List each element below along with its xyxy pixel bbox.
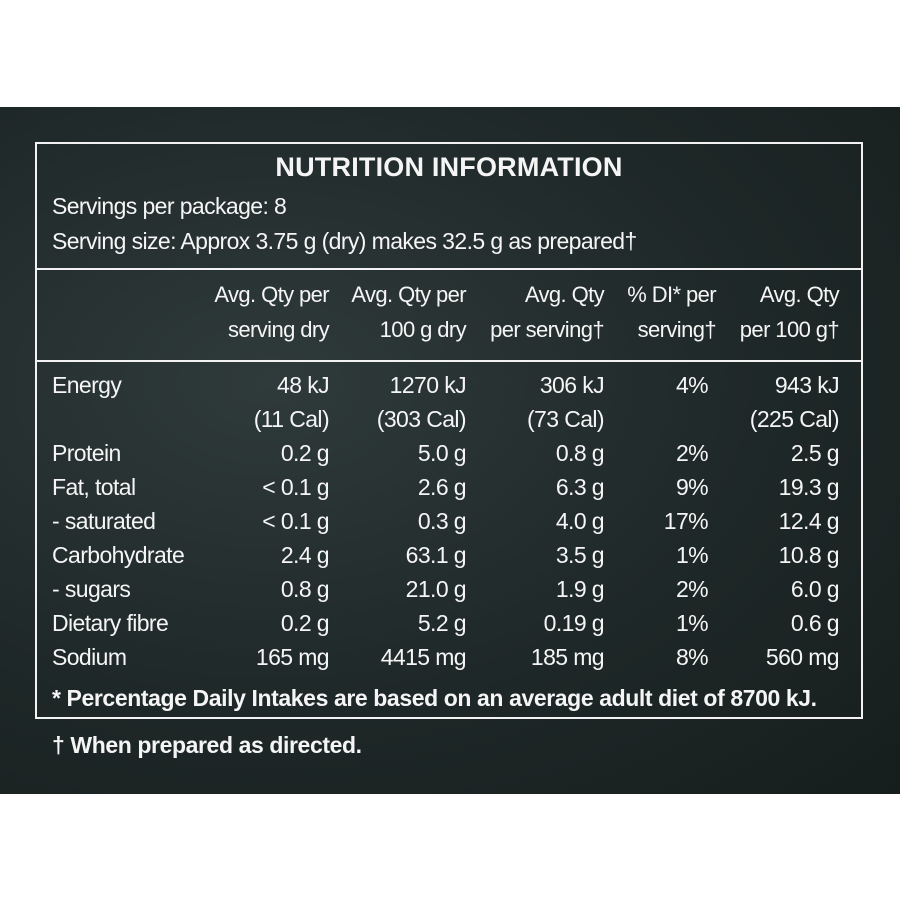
row-value-col-1: 2.4 g [280, 542, 330, 568]
row-value-col-4: 4% [675, 372, 709, 398]
header-col-1: Avg. Qty per serving dry [214, 277, 329, 347]
servings-per-package: Servings per package: 8 [52, 193, 287, 219]
header-col-3-line1: Avg. Qty [524, 282, 605, 307]
header-col-4: % DI* per serving† [627, 277, 716, 347]
header-col-2-line1: Avg. Qty per [351, 282, 466, 307]
row-value-col-3: 0.8 g [555, 440, 605, 466]
divider-header-bottom [37, 360, 861, 362]
header-col-2: Avg. Qty per 100 g dry [351, 277, 466, 347]
header-col-1-line1: Avg. Qty per [214, 282, 329, 307]
header-col-5-line1: Avg. Qty [759, 282, 840, 307]
row-label: Dietary fibre [52, 610, 169, 636]
row-value-col-2: (303 Cal) [376, 406, 467, 432]
serving-size: Serving size: Approx 3.75 g (dry) makes … [52, 228, 637, 254]
row-value-col-3: 1.9 g [555, 576, 605, 602]
header-col-5: Avg. Qty per 100 g† [739, 277, 840, 347]
row-label: Carbohydrate [52, 542, 185, 568]
table-title: NUTRITION INFORMATION [275, 152, 623, 182]
row-value-col-2: 63.1 g [405, 542, 467, 568]
row-value-col-2: 5.0 g [417, 440, 467, 466]
divider-header-top [37, 268, 861, 270]
header-col-3: Avg. Qty per serving† [490, 277, 604, 347]
row-value-col-5: 10.8 g [778, 542, 840, 568]
header-col-3-line2: per serving† [490, 317, 604, 342]
row-value-col-1: 0.2 g [280, 610, 330, 636]
row-value-col-3: (73 Cal) [526, 406, 605, 432]
row-value-col-1: 165 mg [255, 644, 330, 670]
nutrition-panel: NUTRITION INFORMATION Servings per packa… [0, 107, 900, 794]
row-value-col-3: 6.3 g [555, 474, 605, 500]
row-value-col-2: 2.6 g [417, 474, 467, 500]
row-value-col-4: 8% [675, 644, 709, 670]
prepared-note: † When prepared as directed. [52, 732, 362, 758]
row-value-col-2: 4415 mg [380, 644, 467, 670]
row-value-col-4: 2% [675, 576, 709, 602]
header-col-5-line2: per 100 g† [739, 317, 840, 342]
row-value-col-2: 1270 kJ [389, 372, 467, 398]
row-label: - sugars [52, 576, 131, 602]
row-value-col-5: 943 kJ [774, 372, 840, 398]
row-value-col-3: 4.0 g [555, 508, 605, 534]
row-value-col-1: < 0.1 g [262, 508, 329, 534]
row-value-col-4: 17% [663, 508, 709, 534]
row-value-col-4: 2% [675, 440, 709, 466]
row-value-col-4: 9% [675, 474, 709, 500]
row-value-col-5: 2.5 g [790, 440, 840, 466]
row-value-col-5: 12.4 g [778, 508, 840, 534]
row-value-col-5: 560 mg [765, 644, 840, 670]
row-label: Sodium [52, 644, 127, 670]
row-label: Protein [52, 440, 121, 466]
row-value-col-3: 306 kJ [539, 372, 605, 398]
row-label: Energy [52, 372, 122, 398]
row-value-col-2: 0.3 g [417, 508, 467, 534]
row-value-col-3: 185 mg [530, 644, 605, 670]
nutrition-table: NUTRITION INFORMATION Servings per packa… [35, 142, 863, 719]
row-value-col-3: 0.19 g [543, 610, 605, 636]
row-value-col-5: 6.0 g [790, 576, 840, 602]
row-value-col-2: 21.0 g [405, 576, 467, 602]
header-col-2-line2: 100 g dry [379, 317, 467, 342]
row-value-col-1: < 0.1 g [262, 474, 329, 500]
row-value-col-5: 19.3 g [778, 474, 840, 500]
header-col-1-line2: serving dry [228, 317, 330, 342]
header-col-4-line1: % DI* per [627, 282, 716, 307]
header-col-4-line2: serving† [637, 317, 717, 342]
row-value-col-5: (225 Cal) [749, 406, 840, 432]
row-value-col-3: 3.5 g [555, 542, 605, 568]
row-value-col-1: 0.8 g [280, 576, 330, 602]
row-value-col-5: 0.6 g [790, 610, 840, 636]
daily-intake-footnote: * Percentage Daily Intakes are based on … [52, 685, 817, 711]
row-value-col-1: 0.2 g [280, 440, 330, 466]
row-value-col-1: 48 kJ [277, 372, 330, 398]
row-value-col-2: 5.2 g [417, 610, 467, 636]
row-value-col-4: 1% [675, 610, 709, 636]
row-value-col-4: 1% [675, 542, 709, 568]
row-label: - saturated [52, 508, 156, 534]
row-value-col-1: (11 Cal) [253, 406, 330, 432]
row-label: Fat, total [52, 474, 136, 500]
